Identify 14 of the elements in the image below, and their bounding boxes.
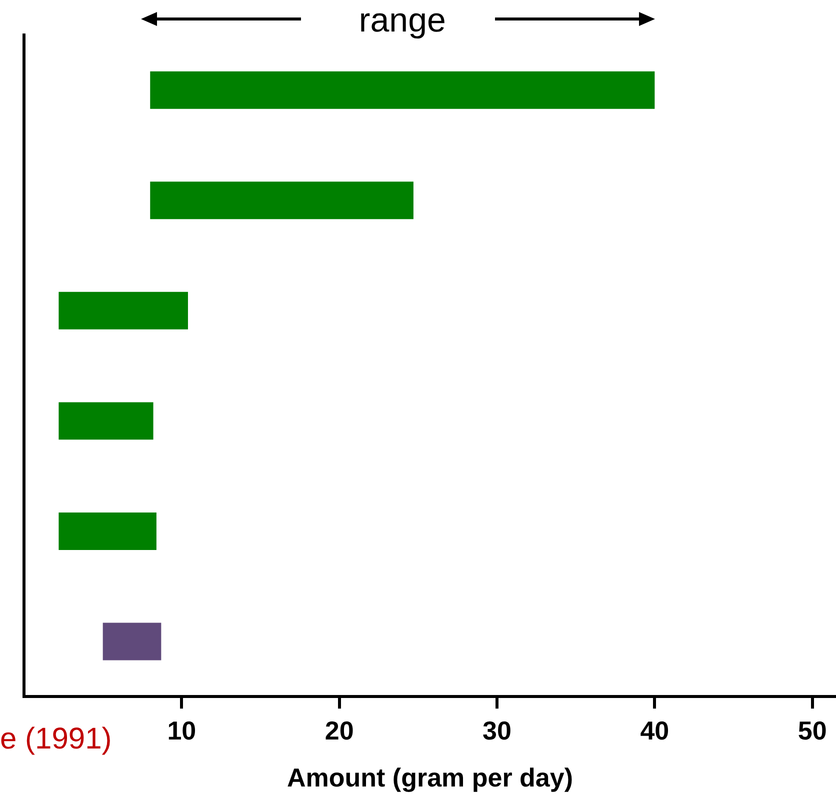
bar <box>58 512 156 550</box>
bar <box>150 182 414 220</box>
bar <box>102 622 162 660</box>
bar <box>58 292 188 330</box>
x-tick-label: 50 <box>798 715 827 746</box>
x-tick-label: 30 <box>482 715 512 746</box>
bar <box>150 71 655 109</box>
x-tick-label: 40 <box>640 715 670 746</box>
x-axis-title: Amount (gram per day) <box>286 762 574 793</box>
x-tick-label: 10 <box>167 715 196 746</box>
x-tick-label: 20 <box>324 715 354 746</box>
annotation: range <box>358 1 446 40</box>
bar <box>58 402 154 440</box>
text: e (1991) <box>0 722 112 756</box>
